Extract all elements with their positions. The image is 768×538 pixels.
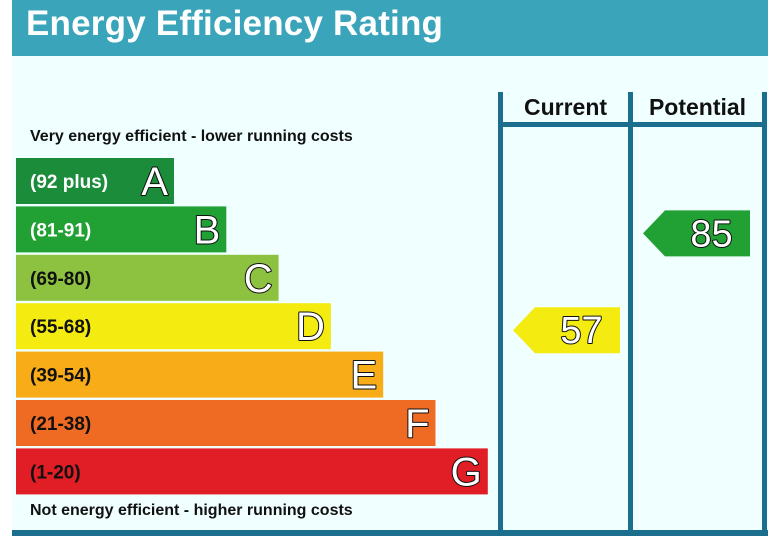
potential-rating-value: 85 [690,213,732,255]
band-e-range: (39-54) [30,366,91,387]
band-g-letter: G [451,450,482,494]
band-b-range: (81-91) [30,220,91,241]
band-d-range: (55-68) [30,317,91,338]
current-rating-value: 57 [560,310,602,352]
column-divider-middle [628,92,633,536]
band-a-range: (92 plus) [30,172,108,193]
column-divider-right [762,92,767,536]
band-g-bar [16,448,488,495]
band-d-letter: D [296,305,325,349]
band-c-range: (69-80) [30,269,91,290]
bottom-rule [12,530,768,536]
band-e-letter: E [351,354,378,398]
current-column-header: Current [523,94,608,120]
band-g-range: (1-20) [30,462,81,483]
band-f-range: (21-38) [30,414,91,435]
band-b-bar [16,206,227,253]
band-e-bar [16,351,384,398]
band-a-bar [16,158,174,204]
column-header-rule [498,122,767,127]
band-f-bar [16,400,436,446]
band-f-letter: F [405,402,429,446]
efficient-note: Very energy efficient - lower running co… [30,128,353,145]
band-c-letter: C [244,257,273,301]
current-rating-arrow [513,307,620,354]
band-c-bar [16,254,279,301]
band-d-bar [16,303,331,350]
page-title: Energy Efficiency Rating [26,4,444,43]
header-bar [12,0,768,56]
inefficient-note: Not energy efficient - higher running co… [30,502,353,519]
band-a-letter: A [141,160,168,204]
band-b-letter: B [194,208,221,252]
potential-column-header: Potential [648,94,747,120]
potential-rating-arrow [643,210,750,257]
column-divider-left [498,92,503,536]
